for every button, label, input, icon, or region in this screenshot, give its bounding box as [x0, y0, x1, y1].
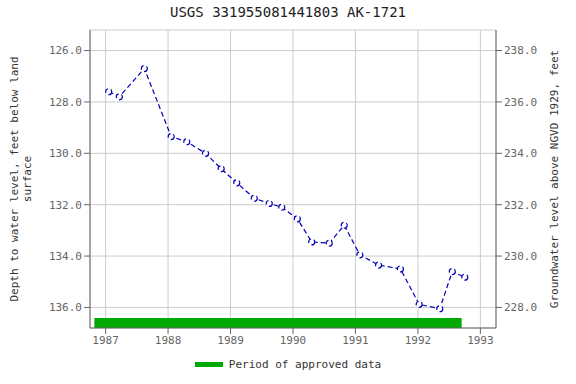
svg-text:234.0: 234.0 [504, 147, 537, 160]
svg-text:1988: 1988 [155, 334, 182, 347]
svg-text:1990: 1990 [280, 334, 307, 347]
svg-text:230.0: 230.0 [504, 250, 537, 263]
svg-text:1991: 1991 [342, 334, 369, 347]
svg-text:1987: 1987 [92, 334, 119, 347]
svg-text:232.0: 232.0 [504, 199, 537, 212]
svg-text:132.0: 132.0 [49, 199, 82, 212]
svg-text:1989: 1989 [217, 334, 244, 347]
html-text:Period of approved data: Period of approved data [228, 358, 382, 371]
svg-text:236.0: 236.0 [504, 96, 537, 109]
svg-text:1993: 1993 [467, 334, 494, 347]
html-text:USGS 331955081441803 AK-1721: USGS 331955081441803 AK-1721 [170, 4, 406, 20]
svg-text:134.0: 134.0 [49, 250, 82, 263]
svg-text:228.0: 228.0 [504, 301, 537, 314]
svg-text:128.0: 128.0 [49, 96, 82, 109]
svg-text:238.0: 238.0 [504, 44, 537, 57]
svg-text:130.0: 130.0 [49, 147, 82, 160]
svg-text:Depth to water level, feet bel: Depth to water level, feet below landsur… [8, 56, 34, 301]
svg-text:126.0: 126.0 [49, 44, 82, 57]
svg-text:136.0: 136.0 [49, 301, 82, 314]
svg-text:Groundwater level above NGVD 1: Groundwater level above NGVD 1929, feet [548, 50, 561, 308]
svg-text:1992: 1992 [405, 334, 432, 347]
